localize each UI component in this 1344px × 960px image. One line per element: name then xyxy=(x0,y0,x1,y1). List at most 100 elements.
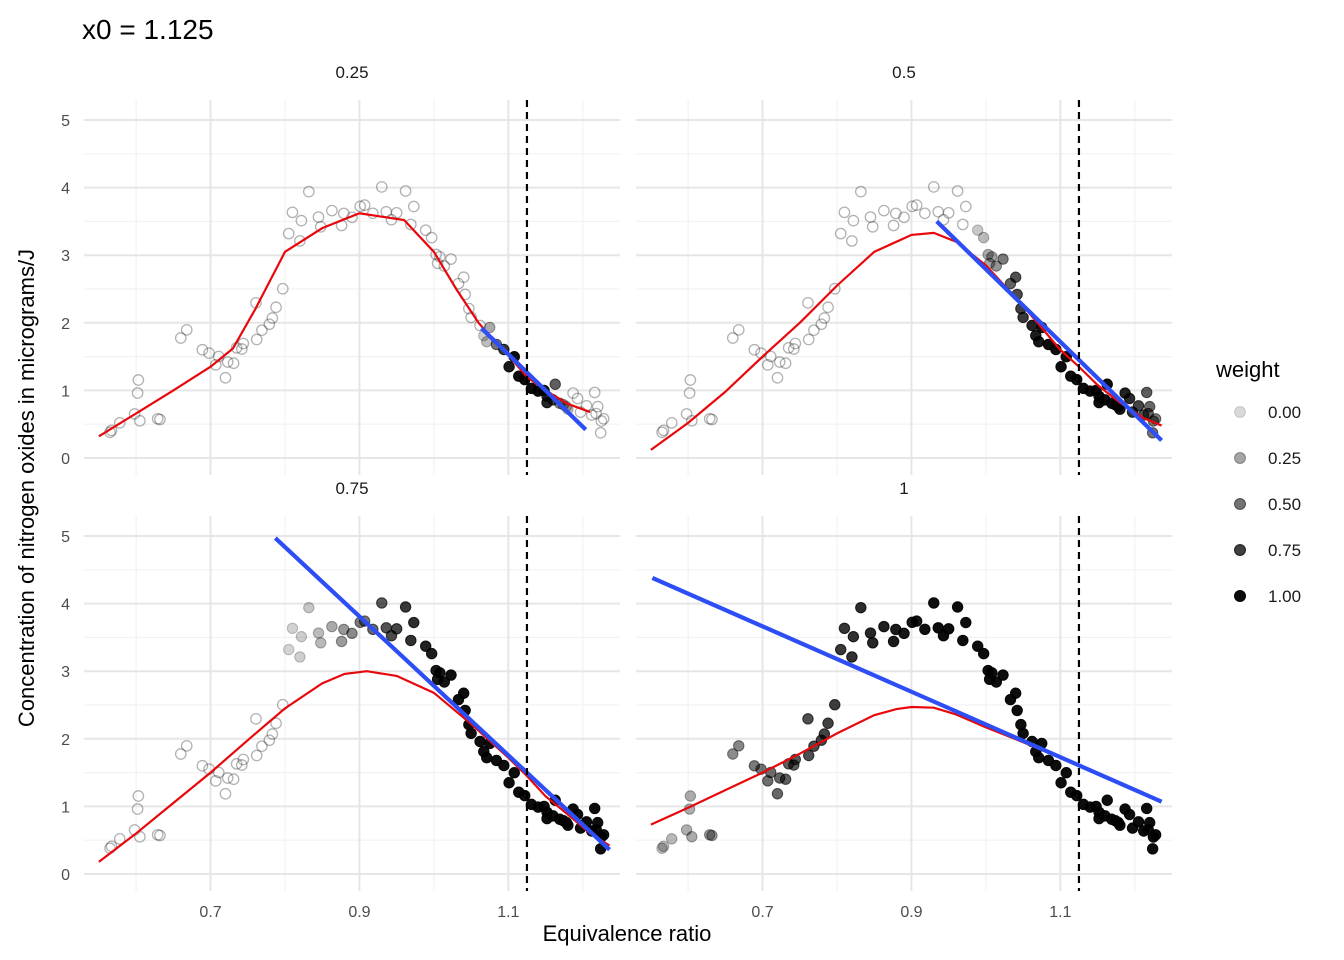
data-point xyxy=(932,622,944,634)
data-point xyxy=(221,772,234,784)
data-point xyxy=(656,842,668,854)
data-point xyxy=(425,231,438,244)
y-tick-label: 4 xyxy=(61,181,70,198)
data-point xyxy=(782,341,795,354)
data-point xyxy=(1106,813,1118,825)
x-tick-label: 1.1 xyxy=(1049,904,1071,921)
data-point xyxy=(203,347,215,360)
y-axis-label: Concentration of nitrogen oxides in micr… xyxy=(14,249,39,727)
data-point xyxy=(788,759,800,771)
legend-key-symbol xyxy=(1234,452,1246,464)
data-point xyxy=(686,831,698,843)
data-point xyxy=(919,623,931,635)
data-point xyxy=(303,601,315,614)
data-points xyxy=(656,181,1162,439)
panel-strip-label: 0.5 xyxy=(892,63,916,82)
data-point xyxy=(390,623,403,635)
x-axis-label: Equivalence ratio xyxy=(543,921,712,946)
data-point xyxy=(399,601,412,613)
data-point xyxy=(1101,794,1113,806)
data-points xyxy=(656,597,1162,855)
data-point xyxy=(404,218,417,231)
data-point xyxy=(1146,843,1159,855)
data-point xyxy=(957,634,969,647)
data-point xyxy=(484,321,496,334)
panel-strip-label: 0.25 xyxy=(335,63,368,82)
data-point xyxy=(684,374,697,386)
data-point xyxy=(438,676,451,688)
data-point xyxy=(282,227,295,240)
data-point xyxy=(481,752,493,764)
data-point xyxy=(286,622,299,635)
data-point xyxy=(209,774,222,787)
data-point xyxy=(684,790,697,802)
data-point xyxy=(665,416,678,429)
legend-title: weight xyxy=(1215,357,1280,382)
grid xyxy=(84,100,620,475)
data-point xyxy=(452,693,465,706)
data-point xyxy=(597,829,610,841)
legend-keys: 0.00 0.25 0.50 0.75 1.00 xyxy=(1234,403,1301,606)
data-point xyxy=(666,833,678,845)
data-point xyxy=(866,220,879,233)
data-point xyxy=(235,759,248,771)
x-tick-label: 0.7 xyxy=(199,904,221,921)
data-point xyxy=(585,409,598,421)
grid xyxy=(84,516,620,891)
data-point xyxy=(846,235,858,247)
data-point xyxy=(405,634,417,647)
data-point xyxy=(312,211,325,223)
data-point xyxy=(591,816,604,829)
data-point xyxy=(256,324,268,337)
data-point xyxy=(828,282,841,295)
data-point xyxy=(270,717,282,730)
data-point xyxy=(1140,386,1153,399)
data-point xyxy=(294,651,306,663)
x-tick-label: 0.9 xyxy=(348,904,370,921)
data-points xyxy=(104,597,610,855)
data-point xyxy=(302,185,315,198)
data-point xyxy=(554,813,566,825)
data-point xyxy=(1042,754,1055,767)
data-point xyxy=(237,753,250,766)
data-point xyxy=(867,637,879,649)
data-point xyxy=(390,206,403,219)
data-point xyxy=(1055,777,1067,789)
y-tick-label: 5 xyxy=(61,113,70,130)
data-point xyxy=(131,387,144,399)
data-point xyxy=(263,734,276,747)
data-point xyxy=(196,343,209,356)
data-point xyxy=(574,406,587,418)
data-point xyxy=(212,766,225,779)
data-point xyxy=(834,227,847,240)
data-point xyxy=(286,206,299,219)
data-point xyxy=(380,205,393,218)
data-point xyxy=(219,371,232,384)
legend-key-label: 0.75 xyxy=(1268,541,1301,560)
data-point xyxy=(997,669,1009,681)
data-point xyxy=(266,728,279,740)
data-point xyxy=(295,630,308,643)
x-tick-label: 0.9 xyxy=(900,904,922,921)
data-point xyxy=(590,407,603,420)
data-point xyxy=(571,392,584,405)
data-point xyxy=(474,735,486,748)
data-point xyxy=(227,773,240,786)
data-point xyxy=(822,717,834,729)
data-point xyxy=(132,374,145,386)
data-point xyxy=(326,204,338,217)
data-point xyxy=(997,253,1009,265)
data-point xyxy=(425,647,438,660)
data-point xyxy=(174,748,187,760)
data-point xyxy=(1071,373,1083,386)
data-point xyxy=(706,413,718,426)
data-point xyxy=(132,790,145,802)
data-point xyxy=(1004,277,1017,290)
data-point xyxy=(270,301,282,314)
data-point xyxy=(1123,808,1136,821)
data-point xyxy=(219,787,232,800)
data-point xyxy=(704,829,716,841)
data-point xyxy=(594,426,607,439)
local-fit-line xyxy=(935,219,1164,442)
data-point xyxy=(1071,789,1083,802)
